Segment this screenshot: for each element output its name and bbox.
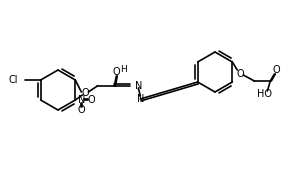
Text: N: N: [135, 81, 143, 91]
Text: O: O: [81, 88, 89, 98]
Text: N: N: [137, 94, 144, 104]
Text: O: O: [237, 69, 244, 79]
Text: HO: HO: [257, 89, 272, 99]
Text: N: N: [78, 95, 85, 105]
Text: O: O: [112, 67, 120, 77]
Text: H: H: [120, 65, 127, 75]
Text: Cl: Cl: [8, 75, 18, 85]
Text: O: O: [78, 105, 85, 115]
Text: O: O: [273, 65, 280, 75]
Text: O: O: [87, 95, 95, 105]
